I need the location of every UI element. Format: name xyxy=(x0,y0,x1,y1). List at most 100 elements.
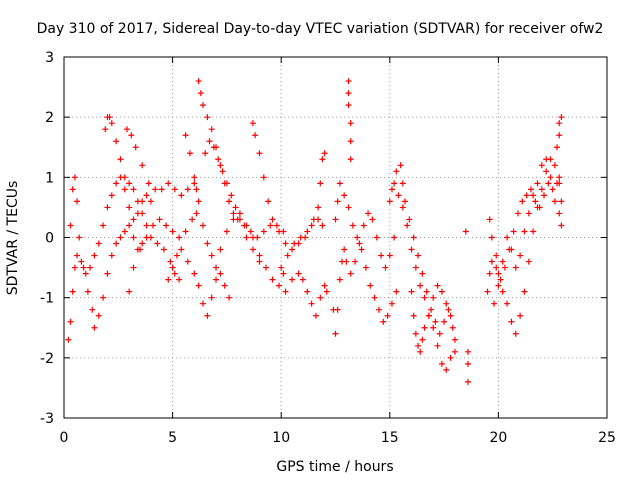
x-tick-label: 10 xyxy=(272,430,290,446)
series-arc-g xyxy=(195,78,287,241)
data-point xyxy=(200,102,207,109)
data-point xyxy=(74,198,81,205)
data-point xyxy=(262,264,269,271)
data-point xyxy=(219,168,226,175)
x-axis-label: GPS time / hours xyxy=(276,459,393,475)
data-point xyxy=(104,270,111,277)
data-point xyxy=(74,252,81,259)
data-point xyxy=(165,276,172,283)
data-point xyxy=(534,204,541,211)
data-point xyxy=(169,228,176,235)
data-point xyxy=(126,204,133,211)
data-point xyxy=(217,162,224,169)
data-point xyxy=(504,234,511,241)
data-point xyxy=(415,342,422,349)
data-point xyxy=(165,180,172,187)
data-point xyxy=(441,318,448,325)
data-point xyxy=(276,282,283,289)
data-point xyxy=(556,174,563,181)
data-point xyxy=(349,222,356,229)
data-point xyxy=(491,300,498,307)
series-arc-m xyxy=(330,210,398,337)
axis-ticks: 0 5 10 15 20 25 -3 -2 -1 0 1 2 3 xyxy=(40,50,616,446)
data-point xyxy=(462,228,469,235)
data-point xyxy=(319,156,326,163)
data-point xyxy=(358,246,365,253)
y-tick-label: -1 xyxy=(40,291,54,307)
data-point xyxy=(386,252,393,259)
data-point xyxy=(147,198,154,205)
data-point xyxy=(260,174,267,181)
data-point xyxy=(91,324,98,331)
data-point xyxy=(373,234,380,241)
data-point xyxy=(297,234,304,241)
data-point xyxy=(447,354,454,361)
data-point xyxy=(204,240,211,247)
data-point xyxy=(126,222,133,229)
data-point xyxy=(332,216,339,223)
data-point xyxy=(551,162,558,169)
data-point xyxy=(256,252,263,259)
data-point xyxy=(541,192,548,199)
series-arc-d xyxy=(123,126,200,199)
data-point xyxy=(163,222,170,229)
data-point xyxy=(65,336,72,343)
data-point xyxy=(430,294,437,301)
data-point xyxy=(514,210,521,217)
data-point xyxy=(393,168,400,175)
series-arc-e xyxy=(126,210,200,295)
data-point xyxy=(488,234,495,241)
data-point xyxy=(352,258,359,265)
data-point xyxy=(451,336,458,343)
data-point xyxy=(154,240,161,247)
data-point xyxy=(143,234,150,241)
data-point xyxy=(213,276,220,283)
data-point xyxy=(495,282,502,289)
data-point xyxy=(195,78,202,85)
x-tick-label: 25 xyxy=(598,430,616,446)
data-point xyxy=(504,300,511,307)
data-point xyxy=(204,312,211,319)
data-point xyxy=(393,288,400,295)
data-point xyxy=(556,210,563,217)
data-point xyxy=(230,210,237,217)
data-point xyxy=(519,198,526,205)
data-point xyxy=(512,264,519,271)
data-point xyxy=(208,294,215,301)
data-point xyxy=(493,264,500,271)
data-point xyxy=(78,258,85,265)
data-point xyxy=(128,132,135,139)
data-point xyxy=(408,288,415,295)
data-point xyxy=(530,192,537,199)
data-point xyxy=(354,234,361,241)
data-point xyxy=(282,240,289,247)
data-point xyxy=(334,198,341,205)
data-point xyxy=(284,252,291,259)
data-point xyxy=(130,234,137,241)
data-point xyxy=(419,336,426,343)
data-point xyxy=(71,174,78,181)
data-point xyxy=(304,228,311,235)
data-point xyxy=(378,252,385,259)
data-point xyxy=(558,114,565,121)
data-point xyxy=(84,288,91,295)
data-point xyxy=(397,162,404,169)
data-point xyxy=(100,294,107,301)
data-point xyxy=(206,138,213,145)
series-arc-p xyxy=(386,180,458,373)
data-point xyxy=(113,180,120,187)
data-point xyxy=(449,324,456,331)
data-point xyxy=(126,180,133,187)
data-point xyxy=(404,222,411,229)
data-point xyxy=(158,186,165,193)
data-point xyxy=(108,252,115,259)
data-point xyxy=(178,246,185,253)
data-point xyxy=(319,222,326,229)
data-point xyxy=(430,324,437,331)
data-point xyxy=(89,306,96,313)
data-point xyxy=(269,276,276,283)
data-point xyxy=(145,180,152,187)
data-point xyxy=(137,246,144,253)
data-point xyxy=(232,204,239,211)
data-point xyxy=(104,204,111,211)
